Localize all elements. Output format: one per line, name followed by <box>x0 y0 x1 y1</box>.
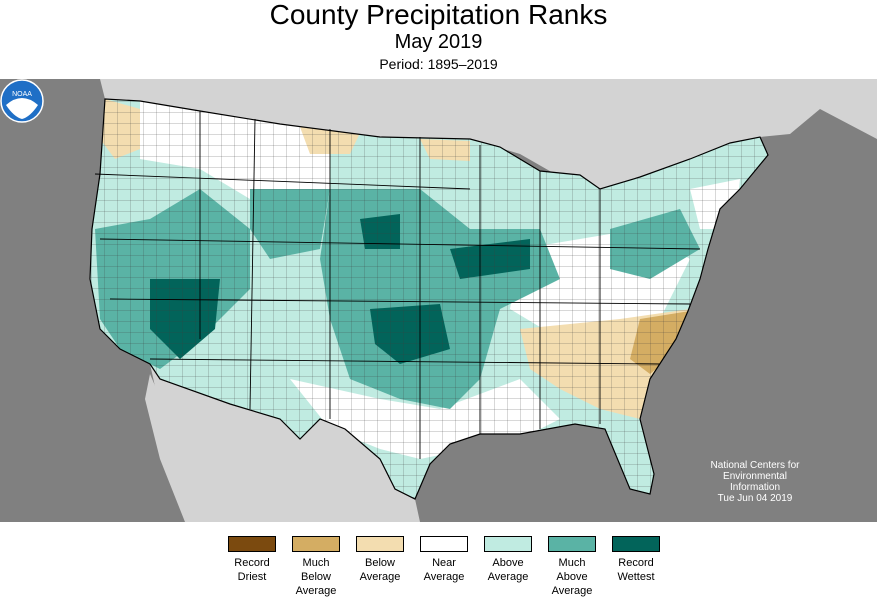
legend-item-near-average: Near Average <box>412 536 476 584</box>
baja-land <box>145 374 200 522</box>
legend-item-below-average: Below Average <box>348 536 412 584</box>
legend-swatch <box>612 536 660 552</box>
credit-line: Environmental <box>723 471 787 482</box>
legend-swatch <box>548 536 596 552</box>
legend-label: Much Below Average <box>295 557 337 597</box>
credit-date: Tue Jun 04 2019 <box>717 493 793 504</box>
legend-label: Above Average <box>487 557 529 583</box>
legend-label: Below Average <box>359 557 401 583</box>
legend-label: Record Wettest <box>617 557 655 583</box>
legend-swatch <box>484 536 532 552</box>
map-canvas <box>0 79 877 522</box>
credit-line: Information <box>729 482 781 493</box>
legend-swatch <box>292 536 340 552</box>
legend-swatch <box>228 536 276 552</box>
canada-land <box>0 79 877 189</box>
legend-item-record-driest: Record Driest <box>220 536 284 584</box>
legend-swatch <box>356 536 404 552</box>
map-title: County Precipitation Ranks <box>269 0 608 30</box>
legend-item-record-wettest: Record Wettest <box>604 536 668 584</box>
legend-item-much-above-average: Much Above Average <box>540 536 604 598</box>
noaa-logo-text: NOAA <box>12 91 32 98</box>
legend-item-above-average: Above Average <box>476 536 540 584</box>
legend: Record Driest Much Below Average Below A… <box>220 536 680 598</box>
map-period: Period: 1895–2019 <box>379 56 498 72</box>
credit-block: National Centers for Environmental Infor… <box>700 460 810 504</box>
credit-line: National Centers for <box>710 460 800 471</box>
legend-label: Much Above Average <box>551 557 593 597</box>
legend-item-much-below-average: Much Below Average <box>284 536 348 598</box>
precipitation-map: NOAA National Centers for Environmental … <box>0 79 877 522</box>
legend-label: Record Driest <box>234 557 270 583</box>
legend-swatch <box>420 536 468 552</box>
legend-label: Near Average <box>423 557 465 583</box>
map-subtitle: May 2019 <box>394 31 483 53</box>
noaa-logo: NOAA <box>0 79 44 123</box>
mexico-land <box>150 364 420 522</box>
state-borders <box>94 111 701 459</box>
